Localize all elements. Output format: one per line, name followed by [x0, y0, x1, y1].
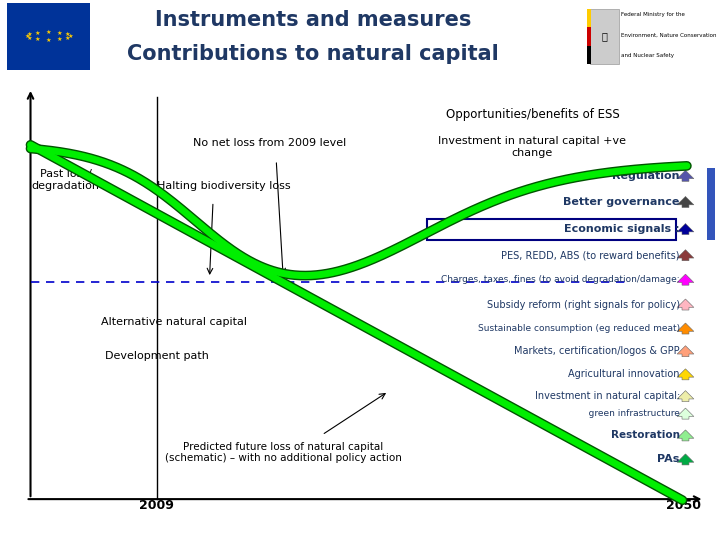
- Text: Economic signals :: Economic signals :: [564, 224, 680, 234]
- Bar: [7, 3, 90, 70]
- Text: ★: ★: [68, 34, 73, 39]
- Text: green infrastructure: green infrastructure: [580, 409, 680, 418]
- Text: ★: ★: [65, 36, 70, 41]
- Text: ★: ★: [46, 38, 51, 43]
- Text: Better governance: Better governance: [564, 197, 680, 207]
- Text: Markets, certification/logos & GPP: Markets, certification/logos & GPP: [514, 346, 680, 356]
- Text: 2009: 2009: [140, 499, 174, 512]
- Text: Environment, Nature Conservation: Environment, Nature Conservation: [621, 32, 717, 37]
- Text: Predicted future loss of natural capital
(schematic) – with no additional policy: Predicted future loss of natural capital…: [165, 442, 402, 463]
- Text: Past loss/
degradation: Past loss/ degradation: [32, 169, 99, 191]
- Text: Investment in natural capital:: Investment in natural capital:: [535, 391, 680, 401]
- Text: Instruments and measures: Instruments and measures: [155, 10, 472, 30]
- Text: Regulation: Regulation: [612, 171, 680, 181]
- Text: 2050: 2050: [666, 499, 701, 512]
- Text: ★: ★: [24, 34, 30, 39]
- Text: ★: ★: [57, 30, 62, 36]
- Text: 🦅: 🦅: [602, 31, 608, 42]
- Text: ★: ★: [57, 37, 62, 43]
- Text: Halting biodiversity loss: Halting biodiversity loss: [157, 181, 290, 191]
- Text: Federal Ministry for the: Federal Ministry for the: [621, 12, 685, 17]
- Text: Subsidy reform (right signals for policy): Subsidy reform (right signals for policy…: [487, 300, 680, 309]
- Text: Contributions to natural capital: Contributions to natural capital: [127, 44, 499, 64]
- Bar: [590, 9, 619, 64]
- Bar: [587, 46, 591, 64]
- Text: Agricultural innovation: Agricultural innovation: [568, 369, 680, 379]
- Text: Development path: Development path: [105, 352, 209, 361]
- Text: ★: ★: [35, 30, 40, 36]
- Text: ★: ★: [35, 37, 40, 43]
- Text: Charges, taxes, fines (to avoid degradation/damage:: Charges, taxes, fines (to avoid degradat…: [441, 275, 680, 284]
- Bar: [587, 27, 591, 46]
- Text: Sustainable consumption (eg reduced meat): Sustainable consumption (eg reduced meat…: [478, 324, 680, 333]
- Bar: [587, 9, 591, 27]
- Text: Investment in natural capital +ve
change: Investment in natural capital +ve change: [438, 136, 626, 158]
- Text: and Nuclear Safety: and Nuclear Safety: [621, 53, 675, 58]
- Text: No net loss from 2009 level: No net loss from 2009 level: [192, 138, 346, 147]
- Text: PES, REDD, ABS (to reward benefits): PES, REDD, ABS (to reward benefits): [501, 250, 680, 260]
- Text: Restoration: Restoration: [611, 430, 680, 441]
- Text: PAs: PAs: [657, 455, 680, 464]
- Text: ★: ★: [46, 30, 51, 35]
- Text: ★: ★: [65, 32, 70, 37]
- Text: ★: ★: [27, 36, 32, 41]
- Bar: [706, 167, 715, 240]
- Text: Opportunities/benefits of ESS: Opportunities/benefits of ESS: [446, 108, 619, 121]
- Text: Alternative natural capital: Alternative natural capital: [102, 316, 248, 327]
- Text: ★: ★: [27, 32, 32, 37]
